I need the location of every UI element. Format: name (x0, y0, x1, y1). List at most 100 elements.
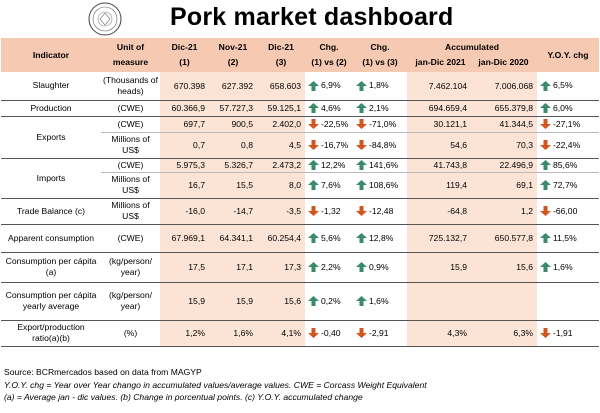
row-unit: (CWE) (101, 100, 160, 117)
yoy-change: -27,1% (537, 116, 599, 133)
change-year: 2,1% (353, 100, 407, 117)
arrow-up-icon (308, 233, 319, 244)
arrow-down-icon (356, 119, 367, 130)
source-note: Source: BCRmercados based on data from M… (4, 367, 202, 377)
arrow-down-icon (540, 328, 551, 339)
value-dic20: 17,3 (257, 252, 305, 283)
yoy-change: -22,4% (537, 132, 599, 159)
arrow-up-icon (540, 180, 551, 191)
change-year-text: 2,1% (369, 102, 389, 113)
value-dic21: 17,5 (160, 252, 209, 283)
row-unit: (CWE) (101, 158, 160, 173)
accum-2020-text: 655.379,8 (494, 103, 533, 113)
accum-2021: 4,3% (407, 320, 471, 347)
accum-2021: 30.121,1 (407, 116, 471, 133)
yoy-change-text: 72,7% (553, 179, 578, 190)
value-nov21: 15,9 (209, 282, 257, 321)
accum-2021: 54,6 (407, 132, 471, 159)
row-indicator: Production (1, 100, 101, 117)
value-dic20: 4,5 (257, 132, 305, 159)
value-nov21: 627.392 (209, 72, 257, 101)
value-nov21: 5.326,7 (209, 158, 257, 173)
value-nov21-text: 1,6% (233, 328, 253, 338)
value-dic20-text: 15,6 (284, 296, 301, 306)
row-indicator: Slaughter (1, 72, 101, 101)
arrow-down-icon (540, 206, 551, 217)
change-month-text: -16,7% (321, 139, 349, 150)
col-header-indicator: Indicator (1, 38, 101, 72)
accum-2020-text: 1,2 (521, 206, 533, 216)
table-row: Exports (CWE) 697,7 900,5 2.402,0 -22,5% -71,0… (1, 116, 599, 159)
change-year: 0,9% (353, 252, 407, 283)
accum-2020-text: 69,1 (516, 180, 533, 190)
row-unit: (CWE) (101, 224, 160, 253)
value-dic21: -16,0 (160, 198, 209, 225)
arrow-up-icon (308, 296, 319, 307)
value-dic20-text: 17,3 (284, 262, 301, 272)
accum-2021: -64,8 (407, 198, 471, 225)
yoy-change-text: -27,1% (553, 118, 581, 129)
row-indicator: Imports (1, 158, 101, 199)
arrow-up-icon (308, 262, 319, 273)
change-month: 0,2% (305, 282, 353, 321)
accum-2021-text: -64,8 (447, 206, 467, 216)
change-year-text: 141,6% (369, 159, 399, 170)
yoy-change: 1,6% (537, 252, 599, 283)
abbrev-note: (a) = Average jan - dic values. (b) Chan… (4, 392, 363, 402)
accum-2020: 69,1 (471, 172, 537, 199)
arrow-up-icon (540, 160, 551, 171)
change-month: 4,6% (305, 100, 353, 117)
pork-market-table: Indicator Unit of measure Dic-21 (1) Nov-2… (1, 38, 599, 347)
row-unit: (Thousands of heads) (101, 72, 160, 101)
accum-2020: 655.379,8 (471, 100, 537, 117)
accum-2020: 7.006.068 (471, 72, 537, 101)
col-header-yoy: Y.O.Y. chg (537, 38, 599, 72)
accum-2020 (471, 282, 537, 321)
arrow-down-icon (308, 206, 319, 217)
row-indicator: Apparent consumption (1, 224, 101, 253)
arrow-down-icon (308, 140, 319, 151)
dashboard-header: Pork market dashboard (0, 0, 600, 38)
col-header-unit: Unit of measure (101, 38, 160, 72)
row-indicator: Trade Balance (c) (1, 198, 101, 225)
yoy-change-text: 11,5% (553, 232, 577, 243)
value-dic20-text: 2.473,2 (272, 160, 301, 170)
change-year-text: -71,0% (369, 118, 397, 129)
table-row: Apparent consumption (CWE) 67.969,1 64.341,… (1, 224, 599, 253)
col-header-chg12: Chg. (1) vs (2) (305, 38, 353, 72)
accum-2021 (407, 282, 471, 321)
change-month-text: 2,2% (321, 261, 341, 272)
arrow-up-icon (356, 160, 367, 171)
value-dic20: 658.603 (257, 72, 305, 101)
yoy-change: 11,5% (537, 224, 599, 253)
arrow-up-icon (540, 81, 551, 92)
accum-2021-text: 725.132,7 (428, 233, 467, 243)
col-header-accumulated: Accumulated jan-Dic 2021 jan-Dic 2020 (407, 38, 537, 72)
accum-2021-text: 41.743,8 (433, 160, 467, 170)
table-row: Imports (CWE) 5.975,3 5.326,7 2.473,2 12,2% 14… (1, 158, 599, 199)
yoy-change: 6,0% (537, 100, 599, 117)
arrow-up-icon (308, 160, 319, 171)
yoy-change-text: 1,6% (553, 261, 573, 272)
table-row: Slaughter (Thousands of heads) 670.398 627.… (1, 72, 599, 101)
yoy-change-text: 85,6% (553, 159, 578, 170)
value-nov21: 15,5 (209, 172, 257, 199)
change-year: -71,0% (353, 116, 407, 133)
value-dic21: 5.975,3 (160, 158, 209, 173)
accum-2020: 15,6 (471, 252, 537, 283)
change-year-text: 0,9% (369, 261, 389, 272)
col-header-acc-2021: jan-Dic 2021 (415, 57, 466, 67)
arrow-down-icon (540, 140, 551, 151)
change-month-text: 5,6% (321, 232, 341, 243)
arrow-up-icon (356, 296, 367, 307)
accum-2021-text: 54,6 (450, 140, 467, 150)
accum-2021: 694.659,4 (407, 100, 471, 117)
value-dic21: 697,7 (160, 116, 209, 133)
change-month-text: -1,32 (321, 205, 341, 216)
value-dic20: 4,1% (257, 320, 305, 347)
change-year: 141,6% (353, 158, 407, 173)
value-dic21-text: 15,9 (188, 296, 205, 306)
yoy-change (537, 282, 599, 321)
value-dic21: 1,2% (160, 320, 209, 347)
value-dic21-text: 17,5 (188, 262, 205, 272)
